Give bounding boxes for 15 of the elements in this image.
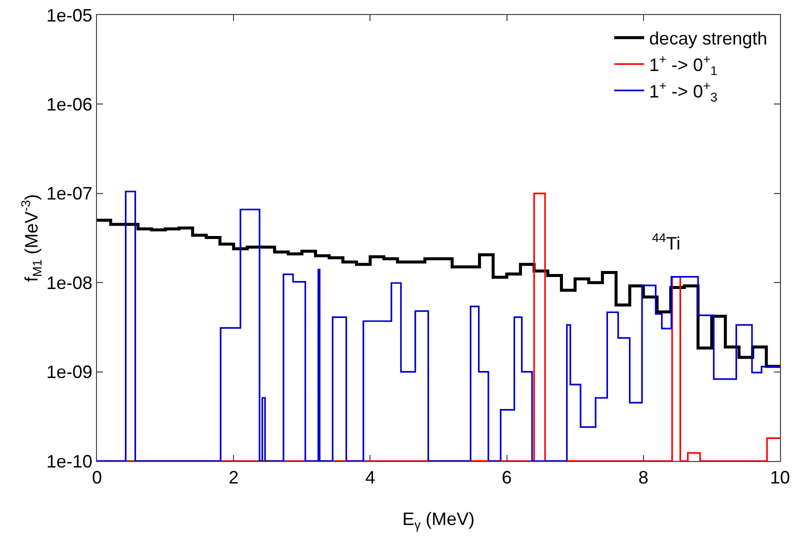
legend-label: decay strength: [649, 28, 768, 49]
x-axis-title: E$_{γ}$ (MeV): [402, 509, 475, 532]
y-tick-label: 1e-08: [46, 272, 92, 293]
y-tick-label: 1e-09: [46, 362, 92, 382]
y-tick-label: 1e-10: [46, 451, 92, 472]
x-tick-label: 0: [92, 468, 102, 488]
y-tick-label: 1e-05: [46, 5, 92, 26]
annotation: $^{44}$Ti: [652, 231, 680, 254]
x-tick-label: 6: [502, 468, 512, 488]
x-tick-label: 4: [365, 468, 376, 488]
x-tick-label: 10: [770, 468, 790, 488]
x-tick-label: 8: [638, 468, 648, 488]
x-tick-label: 2: [228, 468, 239, 488]
y-tick-label: 1e-07: [46, 184, 92, 204]
y-tick-label: 1e-06: [46, 94, 92, 114]
